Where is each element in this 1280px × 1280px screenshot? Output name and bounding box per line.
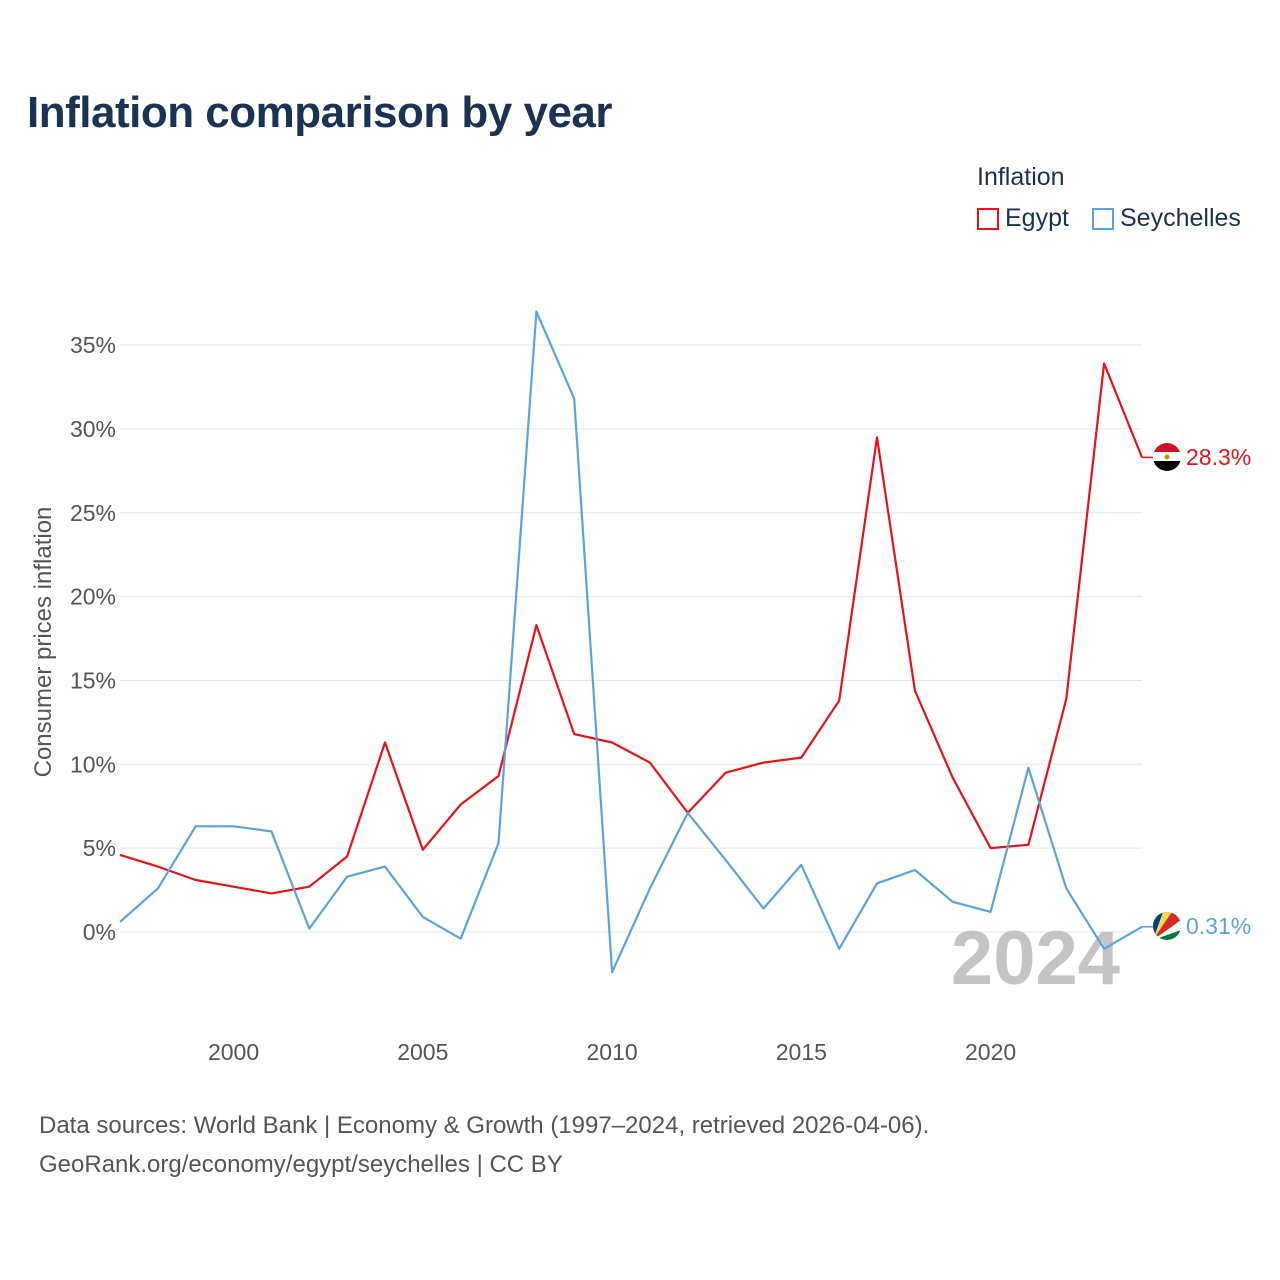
legend-title: Inflation — [977, 163, 1065, 191]
y-axis-label: Consumer prices inflation — [30, 507, 57, 778]
year-overlay: 2024 — [951, 916, 1120, 1001]
y-tick-label: 5% — [83, 835, 116, 861]
line-chart: 0% 5% 10% 15% 20% 25% 30% 35% 2000 2005 2010 2015 20… — [30, 310, 1251, 1065]
legend-item-seychelles[interactable]: Seychelles — [1092, 204, 1241, 233]
y-tick-label: 0% — [83, 919, 116, 945]
end-label-egypt: 28.3% — [1186, 444, 1251, 470]
legend-label-egypt: Egypt — [1005, 204, 1069, 232]
egypt-flag-icon — [1153, 443, 1181, 471]
legend-swatch-egypt — [977, 207, 999, 230]
legend-label-seychelles: Seychelles — [1120, 204, 1241, 232]
legend-swatch-seychelles — [1092, 207, 1114, 230]
x-tick-label: 2005 — [397, 1039, 448, 1065]
y-tick-label: 25% — [70, 500, 116, 526]
y-tick-label: 30% — [70, 416, 116, 442]
series-line-seychelles[interactable] — [119, 310, 1143, 974]
y-tick-label: 15% — [70, 667, 116, 693]
x-tick-label: 2020 — [965, 1039, 1016, 1065]
end-label-seychelles: 0.31% — [1186, 913, 1251, 939]
series-line-egypt[interactable] — [119, 362, 1144, 895]
x-tick-label: 2010 — [586, 1039, 637, 1065]
footer-sources: Data sources: World Bank | Economy & Gro… — [39, 1112, 930, 1139]
chart-title: Inflation comparison by year — [27, 88, 613, 137]
legend-item-egypt[interactable]: Egypt — [977, 204, 1069, 233]
x-tick-label: 2000 — [208, 1039, 259, 1065]
y-tick-label: 10% — [70, 751, 116, 777]
x-tick-label: 2015 — [776, 1039, 827, 1065]
footer: Data sources: World Bank | Economy & Gro… — [39, 1106, 929, 1184]
y-tick-label: 35% — [70, 332, 116, 358]
footer-attribution[interactable]: GeoRank.org/economy/egypt/seychelles | C… — [39, 1151, 563, 1178]
y-tick-label: 20% — [70, 584, 116, 610]
seychelles-flag-icon — [1153, 912, 1181, 940]
